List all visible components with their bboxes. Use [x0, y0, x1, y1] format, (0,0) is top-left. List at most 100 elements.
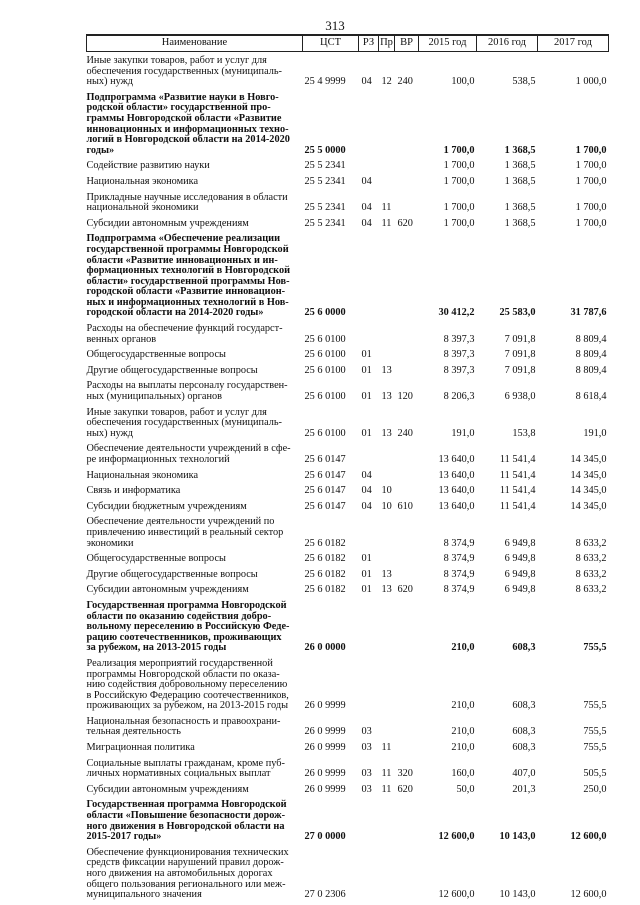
- cell-vr: [395, 597, 419, 655]
- table-row: Национальная безопасность и правоохрани-…: [87, 713, 609, 739]
- cell-name: Обеспечение деятельности учреждений в сф…: [86, 443, 291, 465]
- header-pr: Пр: [378, 34, 395, 52]
- cell-2015: 30 412,2: [438, 307, 475, 319]
- cell-2015: 13 640,0: [438, 500, 475, 512]
- cell-2016: 538,5: [512, 76, 536, 88]
- cell-pr: [379, 157, 395, 173]
- cell-name: Содействие развитию науки: [86, 160, 210, 172]
- table-header-row: Наименование ЦСТ РЗ Пр ВР 2015 год 2016 …: [86, 34, 609, 52]
- cell-2015: 13 640,0: [438, 454, 475, 465]
- cell-rz: 04: [361, 76, 372, 88]
- cell-pr: 13: [381, 391, 392, 403]
- table-row: Расходы на выплаты персоналу государстве…: [87, 377, 609, 403]
- cell-name: Субсидии автономным учреждениям: [86, 783, 249, 795]
- cell-pr: [379, 230, 395, 320]
- cell-rz: 01: [361, 427, 372, 439]
- cell-2015: 8 397,3: [443, 333, 475, 345]
- cell-cst: 25 5 2341: [304, 217, 346, 229]
- cell-pr: 11: [381, 742, 392, 754]
- cell-pr: 11: [381, 217, 392, 229]
- cell-2017: 1 700,0: [575, 175, 607, 187]
- cell-rz: 01: [361, 584, 372, 596]
- cell-pr: [379, 440, 395, 466]
- cell-name: Прикладные научные исследования в област…: [86, 191, 288, 214]
- cell-rz: [359, 844, 379, 902]
- cell-pr: [379, 89, 395, 158]
- cell-2017: 8 633,2: [575, 537, 607, 549]
- cell-2016: 10 143,0: [499, 831, 536, 843]
- header-name: Наименование: [86, 34, 303, 52]
- cell-name: Подпрограмма «Развитие науки в Новго- ро…: [86, 91, 290, 156]
- cell-cst: 25 6 0100: [304, 427, 346, 439]
- cell-vr: [395, 482, 419, 498]
- cell-name: Другие общегосударственные вопросы: [86, 364, 258, 376]
- cell-pr: [379, 513, 395, 550]
- cell-vr: 240: [397, 427, 413, 439]
- cell-2016: 25 583,0: [499, 307, 536, 319]
- cell-vr: [395, 157, 419, 173]
- cell-cst: 25 5 2341: [304, 175, 346, 187]
- cell-2017: 755,5: [583, 726, 607, 738]
- cell-pr: 13: [381, 364, 392, 376]
- cell-cst: 25 6 0100: [304, 333, 346, 345]
- cell-vr: [395, 739, 419, 755]
- cell-2016: 1 368,5: [504, 144, 536, 156]
- cell-2017: 14 345,0: [570, 500, 607, 512]
- cell-2015: 1 700,0: [443, 202, 475, 214]
- header-2015: 2015 год: [418, 34, 477, 52]
- cell-pr: [379, 844, 395, 902]
- cell-vr: [395, 346, 419, 362]
- table-row: Обеспечение деятельности учреждений по п…: [87, 513, 609, 550]
- cell-2016: 608,3: [512, 742, 536, 754]
- cell-name: Миграционная политика: [86, 742, 195, 754]
- table-row: Субсидии бюджетным учреждениям 25 6 0147 0…: [87, 498, 609, 514]
- cell-rz: [359, 157, 379, 173]
- cell-pr: 13: [381, 427, 392, 439]
- cell-2015: 8 397,3: [443, 364, 475, 376]
- table-row: Государственная программа Новгородской о…: [87, 597, 609, 655]
- cell-rz: [359, 230, 379, 320]
- cell-rz: 04: [361, 485, 372, 497]
- table-row: Миграционная политика 26 0 9999 03 11 210,0 6…: [87, 739, 609, 755]
- cell-name: Национальная экономика: [86, 469, 199, 481]
- table-row: Общегосударственные вопросы 25 6 0100 01 8 …: [87, 346, 609, 362]
- cell-cst: 26 0 0000: [304, 642, 346, 654]
- cell-2015: 13 640,0: [438, 485, 475, 497]
- cell-2016: 1 368,5: [504, 202, 536, 214]
- cell-2016: 608,3: [512, 700, 536, 712]
- header-rz: РЗ: [358, 34, 379, 52]
- table-row: Обеспечение деятельности учреждений в сф…: [87, 440, 609, 466]
- cell-2017: 12 600,0: [570, 889, 607, 901]
- cell-2016: 6 938,0: [504, 391, 536, 403]
- table-row: Другие общегосударственные вопросы 25 6 0…: [87, 566, 609, 582]
- cell-2015: 8 374,9: [443, 584, 475, 596]
- cell-cst: 26 0 9999: [304, 742, 346, 754]
- table-row: Связь и информатика 25 6 0147 04 10 13 640,0…: [87, 482, 609, 498]
- header-cst: ЦСТ: [302, 34, 359, 52]
- cell-rz: [359, 597, 379, 655]
- cell-pr: 11: [381, 783, 392, 795]
- cell-rz: [359, 89, 379, 158]
- cell-rz: [359, 320, 379, 346]
- cell-2017: 8 809,4: [575, 349, 607, 361]
- cell-vr: [395, 230, 419, 320]
- cell-vr: 320: [397, 768, 413, 780]
- table-row: Национальная экономика 25 6 0147 04 13 640,…: [87, 467, 609, 483]
- cell-pr: 13: [381, 584, 392, 596]
- cell-2017: 8 809,4: [575, 364, 607, 376]
- cell-cst: 25 6 0147: [304, 454, 346, 465]
- cell-rz: 01: [361, 391, 372, 403]
- cell-cst: 25 6 0147: [304, 485, 346, 497]
- cell-vr: [395, 320, 419, 346]
- cell-pr: [379, 320, 395, 346]
- cell-rz: 01: [361, 364, 372, 376]
- cell-2016: 1 368,5: [504, 160, 536, 172]
- cell-rz: 04: [361, 469, 372, 481]
- cell-cst: 25 5 2341: [304, 202, 346, 214]
- cell-2017: 250,0: [583, 783, 607, 795]
- cell-pr: [379, 346, 395, 362]
- cell-2017: 8 618,4: [575, 391, 607, 403]
- cell-cst: 25 6 0100: [304, 391, 346, 403]
- cell-2017: 8 633,2: [575, 584, 607, 596]
- cell-pr: [379, 796, 395, 843]
